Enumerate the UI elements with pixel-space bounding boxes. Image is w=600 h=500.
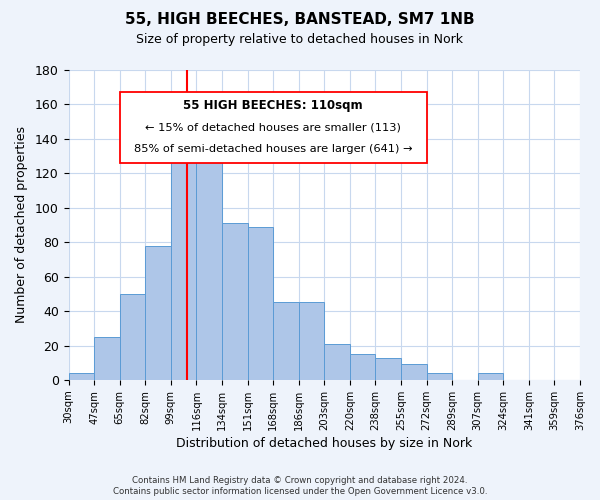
Bar: [145, 246, 171, 380]
Text: Contains HM Land Registry data © Crown copyright and database right 2024.: Contains HM Land Registry data © Crown c…: [132, 476, 468, 485]
Bar: [196, 146, 222, 380]
Text: 55 HIGH BEECHES: 110sqm: 55 HIGH BEECHES: 110sqm: [184, 100, 363, 112]
FancyBboxPatch shape: [119, 92, 427, 163]
Bar: [68, 373, 94, 380]
Bar: [273, 302, 299, 380]
Bar: [299, 302, 324, 380]
X-axis label: Distribution of detached houses by size in Nork: Distribution of detached houses by size …: [176, 437, 472, 450]
Bar: [119, 294, 145, 380]
Text: ← 15% of detached houses are smaller (113): ← 15% of detached houses are smaller (11…: [145, 122, 401, 132]
Text: Contains public sector information licensed under the Open Government Licence v3: Contains public sector information licen…: [113, 487, 487, 496]
Text: 85% of semi-detached houses are larger (641) →: 85% of semi-detached houses are larger (…: [134, 144, 412, 154]
Bar: [222, 224, 248, 380]
Text: 55, HIGH BEECHES, BANSTEAD, SM7 1NB: 55, HIGH BEECHES, BANSTEAD, SM7 1NB: [125, 12, 475, 28]
Bar: [324, 344, 350, 380]
Bar: [248, 226, 273, 380]
Bar: [350, 354, 376, 380]
Bar: [171, 151, 196, 380]
Bar: [478, 373, 503, 380]
Bar: [376, 358, 401, 380]
Y-axis label: Number of detached properties: Number of detached properties: [15, 126, 28, 324]
Bar: [94, 337, 119, 380]
Bar: [427, 373, 452, 380]
Bar: [401, 364, 427, 380]
Text: Size of property relative to detached houses in Nork: Size of property relative to detached ho…: [137, 32, 464, 46]
